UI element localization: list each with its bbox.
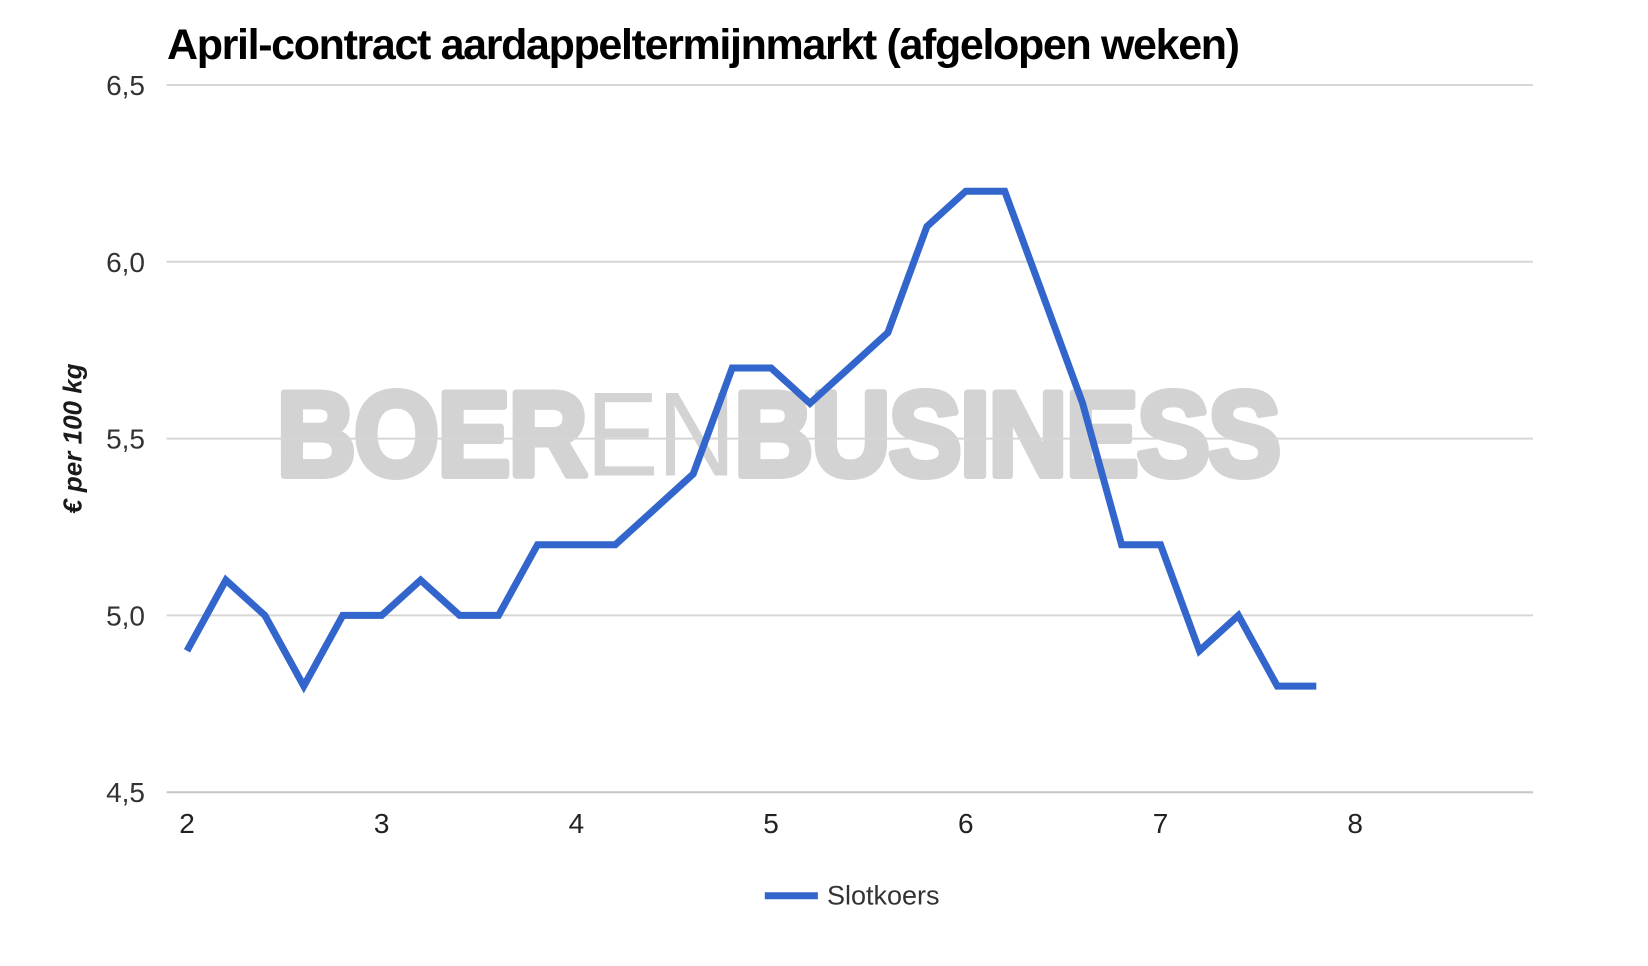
svg-text:8: 8 bbox=[1347, 808, 1363, 839]
svg-text:5,0: 5,0 bbox=[106, 600, 145, 631]
svg-text:7: 7 bbox=[1153, 808, 1169, 839]
svg-text:BOERENBUSINESS: BOERENBUSINESS bbox=[277, 368, 1279, 502]
svg-text:6,5: 6,5 bbox=[106, 70, 145, 101]
svg-text:Slotkoers: Slotkoers bbox=[827, 880, 940, 910]
svg-text:5,5: 5,5 bbox=[106, 424, 145, 455]
svg-text:April-contract aardappeltermij: April-contract aardappeltermijnmarkt (af… bbox=[167, 21, 1239, 69]
svg-text:6: 6 bbox=[958, 808, 974, 839]
svg-text:6,0: 6,0 bbox=[106, 247, 145, 278]
svg-text:2: 2 bbox=[179, 808, 195, 839]
svg-text:3: 3 bbox=[374, 808, 390, 839]
svg-text:4: 4 bbox=[569, 808, 585, 839]
svg-text:€ per 100 kg: € per 100 kg bbox=[58, 363, 88, 513]
svg-text:5: 5 bbox=[763, 808, 779, 839]
svg-text:4,5: 4,5 bbox=[106, 777, 145, 808]
